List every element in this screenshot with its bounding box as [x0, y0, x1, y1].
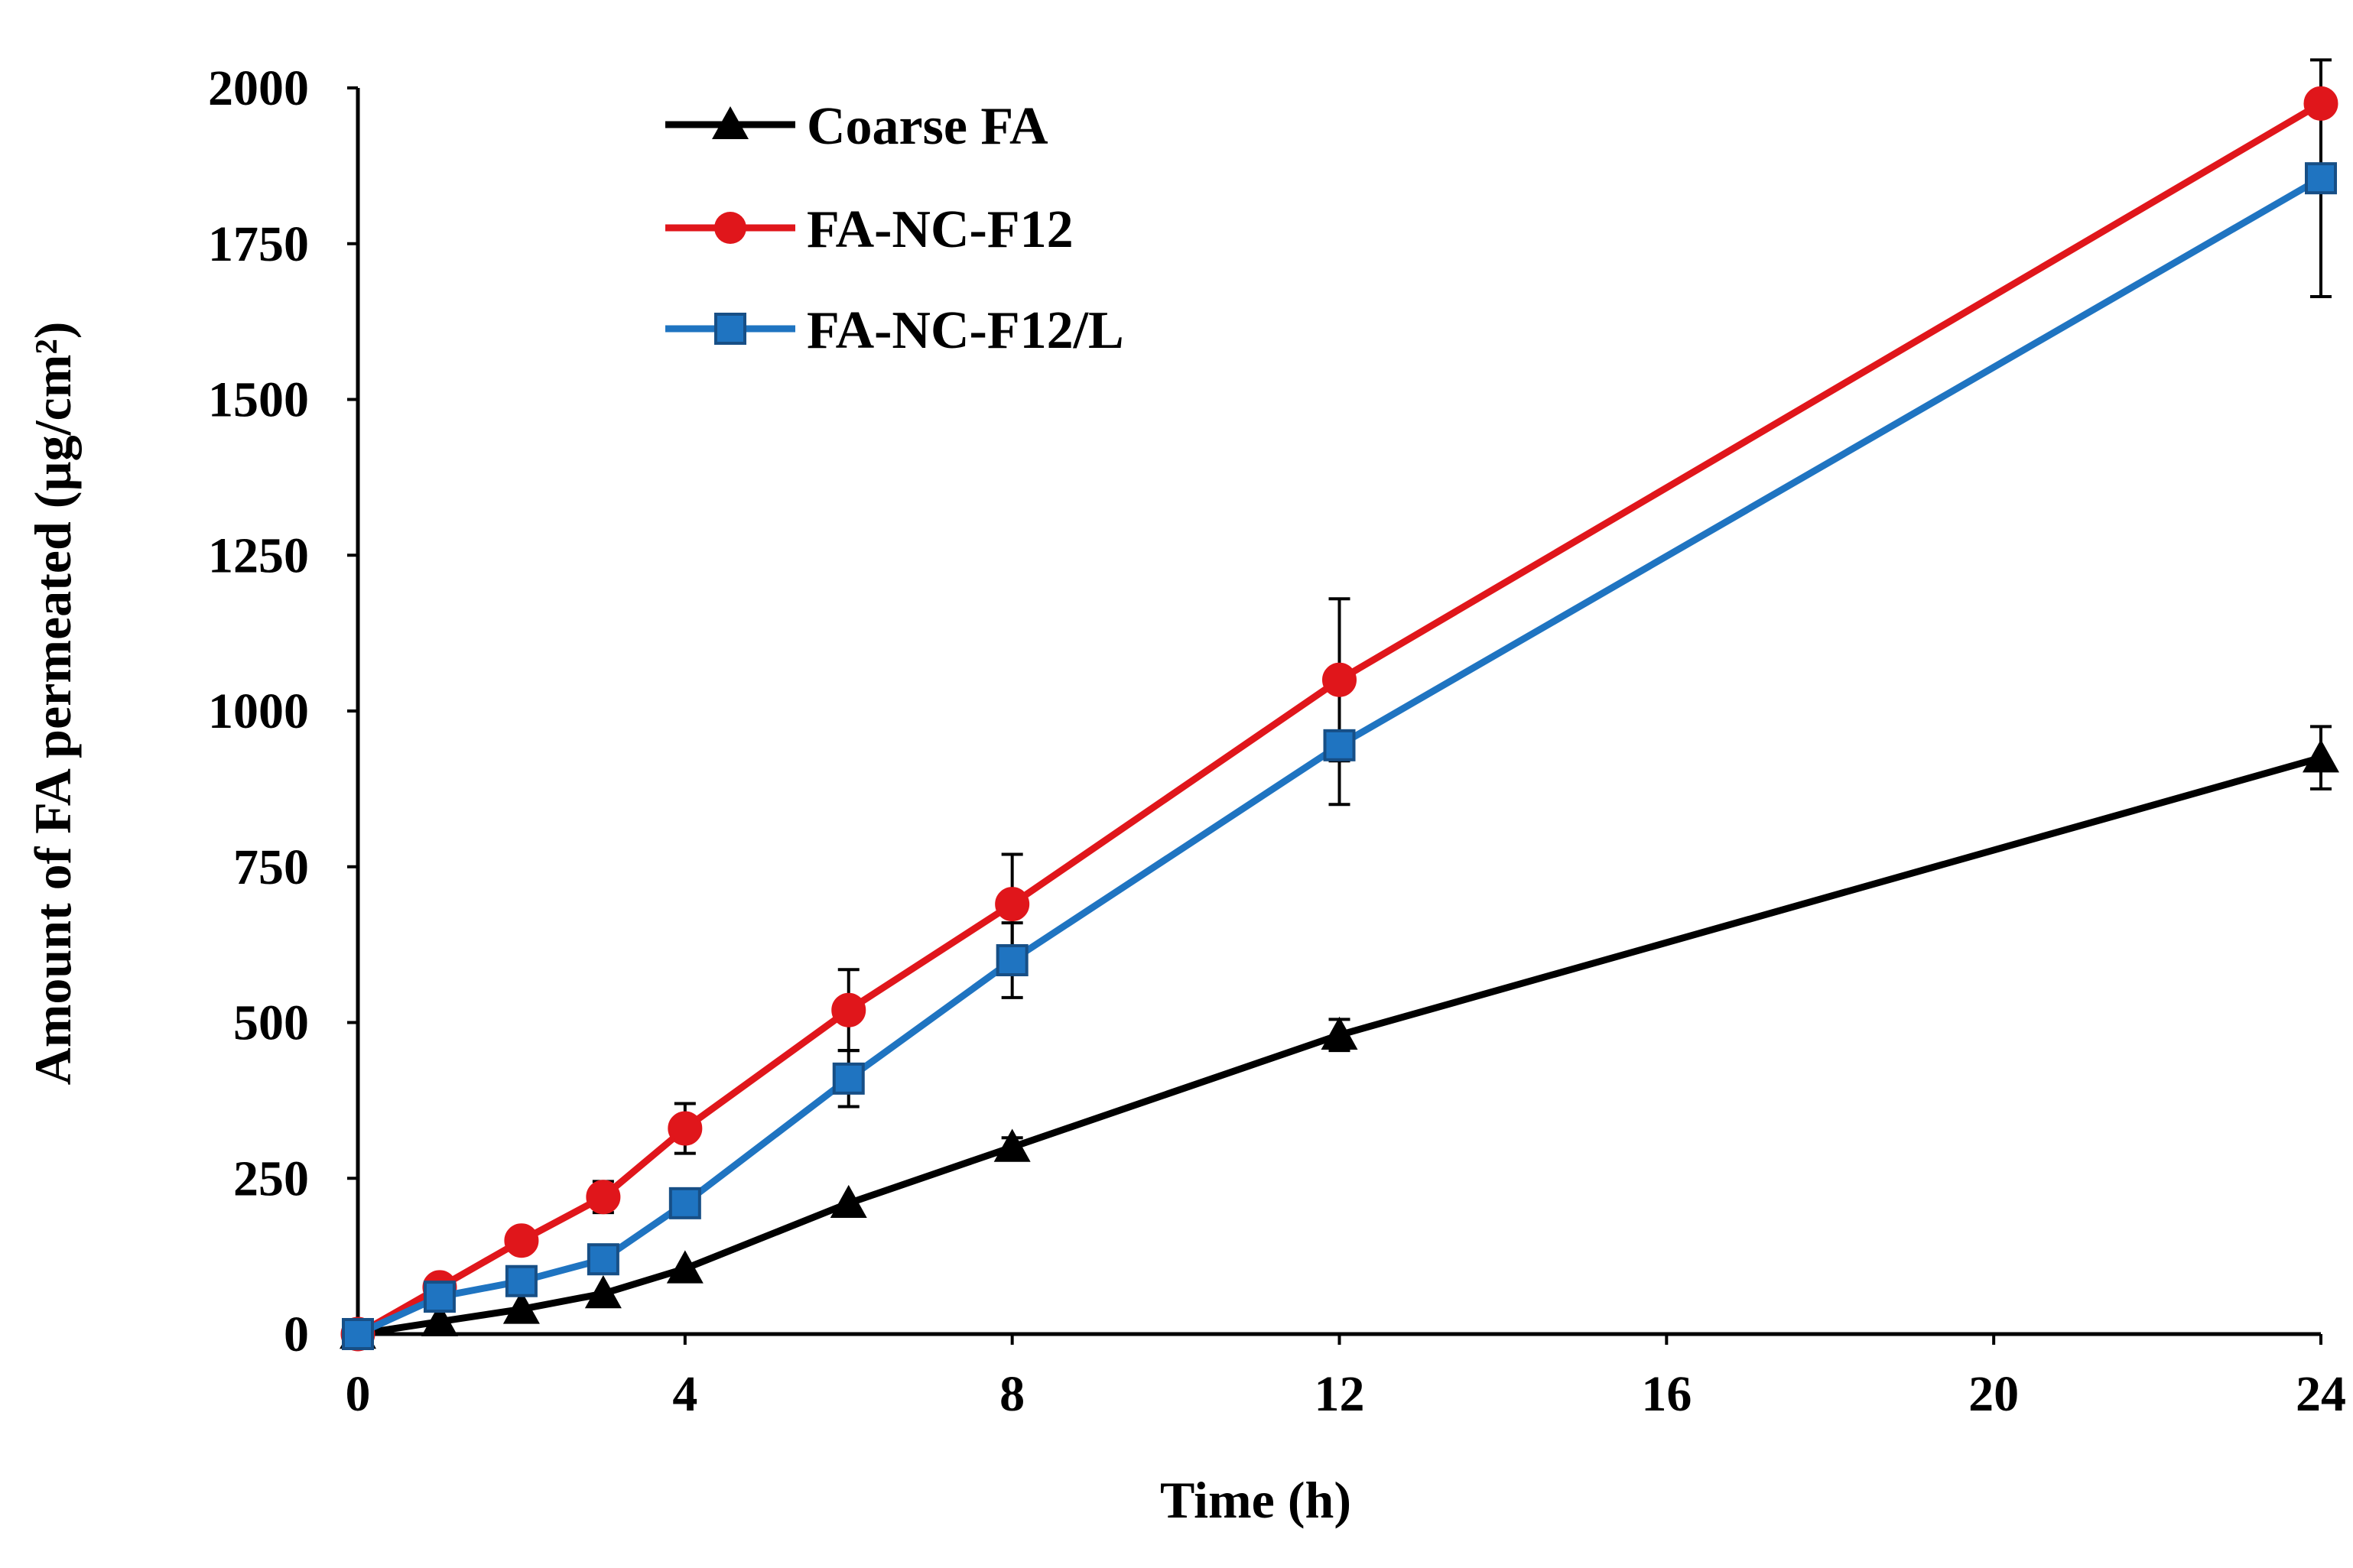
data-point-fa-nc-f12-l	[1323, 729, 1356, 761]
data-point-fa-nc-f12	[995, 887, 1030, 922]
data-point-coarse-fa	[2303, 739, 2339, 773]
legend-marker-circle	[714, 212, 746, 244]
legend-label-fa-nc-f12: FA-NC-F12	[807, 200, 1074, 259]
data-point-fa-nc-f12-l	[587, 1243, 619, 1276]
data-point-fa-nc-f12-l	[2305, 162, 2337, 195]
x-tick-label: 24	[2296, 1366, 2346, 1422]
data-point-fa-nc-f12	[2303, 86, 2338, 121]
legend-label-fa-nc-f12-l: FA-NC-F12/L	[807, 301, 1124, 360]
y-tick-label: 1000	[208, 683, 309, 739]
data-point-coarse-fa	[584, 1275, 622, 1309]
legend-item-fa-nc-f12-l: FA-NC-F12/L	[665, 301, 1124, 360]
x-axis-title: Time (h)	[1160, 1471, 1351, 1529]
data-point-fa-nc-f12-l	[668, 1187, 701, 1219]
data-point-fa-nc-f12-l	[832, 1062, 865, 1095]
x-tick-label: 12	[1315, 1366, 1365, 1422]
y-tick-label: 1750	[208, 216, 309, 272]
data-point-fa-nc-f12	[668, 1111, 703, 1146]
data-point-fa-nc-f12-l	[342, 1318, 374, 1350]
x-tick-label: 20	[1968, 1366, 2019, 1422]
y-axis-ticks: 0 250 500 750 1000 1250 1500 1750 2000	[208, 60, 358, 1362]
y-axis-title: Amount of FA permeated (µg/cm²)	[24, 322, 82, 1086]
x-tick-label: 4	[672, 1366, 697, 1422]
y-tick-label: 500	[233, 995, 309, 1051]
y-tick-label: 2000	[208, 60, 309, 116]
data-point-fa-nc-f12	[504, 1223, 539, 1258]
data-point-coarse-fa	[502, 1290, 540, 1324]
x-axis-ticks: 0 4 8 12 16 20 24	[346, 1334, 2346, 1422]
data-point-fa-nc-f12-l	[996, 944, 1029, 976]
data-point-fa-nc-f12	[1322, 662, 1357, 697]
data-point-coarse-fa	[830, 1184, 867, 1219]
legend-item-coarse-fa: Coarse FA	[665, 97, 1048, 156]
series-coarse-fa	[340, 739, 2339, 1349]
x-tick-label: 16	[1641, 1366, 1692, 1422]
data-point-fa-nc-f12	[831, 992, 866, 1027]
data-point-coarse-fa	[666, 1250, 704, 1284]
y-tick-label: 250	[233, 1151, 309, 1206]
y-tick-label: 750	[233, 839, 309, 895]
y-tick-label: 1500	[208, 372, 309, 428]
data-point-fa-nc-f12-l	[423, 1281, 456, 1313]
data-point-fa-nc-f12-l	[505, 1264, 538, 1297]
data-point-fa-nc-f12	[586, 1180, 621, 1215]
legend-marker-triangle	[712, 106, 749, 139]
error-bars	[510, 58, 2332, 1248]
y-tick-label: 0	[284, 1307, 309, 1362]
x-tick-label: 8	[999, 1366, 1025, 1422]
data-point-coarse-fa	[421, 1303, 458, 1336]
legend: Coarse FA FA-NC-F12 FA-NC-F12/L	[665, 97, 1124, 360]
legend-label-coarse-fa: Coarse FA	[807, 97, 1048, 156]
legend-marker-square	[714, 313, 746, 345]
data-point-coarse-fa	[993, 1128, 1031, 1162]
y-tick-label: 1250	[208, 528, 309, 583]
series	[340, 86, 2339, 1352]
legend-item-fa-nc-f12: FA-NC-F12	[665, 200, 1074, 259]
series-fa-nc-f12-l	[342, 162, 2337, 1350]
x-tick-label: 0	[346, 1366, 371, 1422]
data-point-coarse-fa	[1321, 1016, 1358, 1050]
